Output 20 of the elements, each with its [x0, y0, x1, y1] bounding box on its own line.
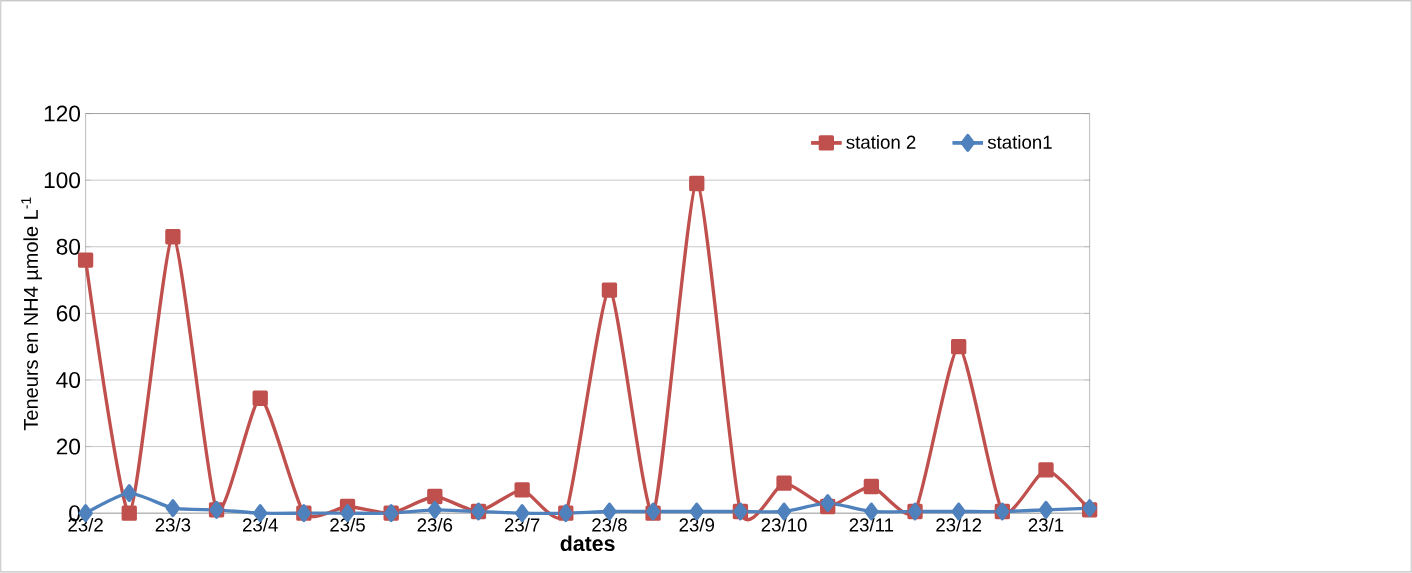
y-tick-label: 60: [56, 305, 81, 322]
x-tick-label: 23/1: [1028, 517, 1064, 532]
y-tick-label: 40: [56, 372, 81, 389]
x-tick-label: 23/9: [679, 517, 715, 532]
x-tick-label: 23/6: [417, 517, 453, 532]
x-tick-label: 23/11: [849, 517, 894, 532]
x-tick-label: 23/4: [243, 517, 278, 532]
x-tick-label: 23/3: [155, 517, 191, 532]
legend-label: station1: [987, 135, 1052, 149]
legend-label: station 2: [846, 135, 916, 149]
x-tick-label: 23/10: [761, 517, 807, 532]
y-tick-label: 100: [44, 172, 81, 189]
x-tick-label: 23/5: [330, 517, 365, 532]
y-tick-label: 120: [44, 105, 81, 122]
y-tick-label: 80: [56, 238, 81, 255]
x-tick-label: 23/12: [936, 517, 982, 532]
x-axis-title: dates: [560, 535, 615, 552]
x-tick-label: 23/8: [592, 517, 627, 532]
y-tick-label: 20: [56, 438, 81, 455]
y-axis-title: Teneurs en NH4 µmole L$^{-1}$: [21, 197, 42, 431]
